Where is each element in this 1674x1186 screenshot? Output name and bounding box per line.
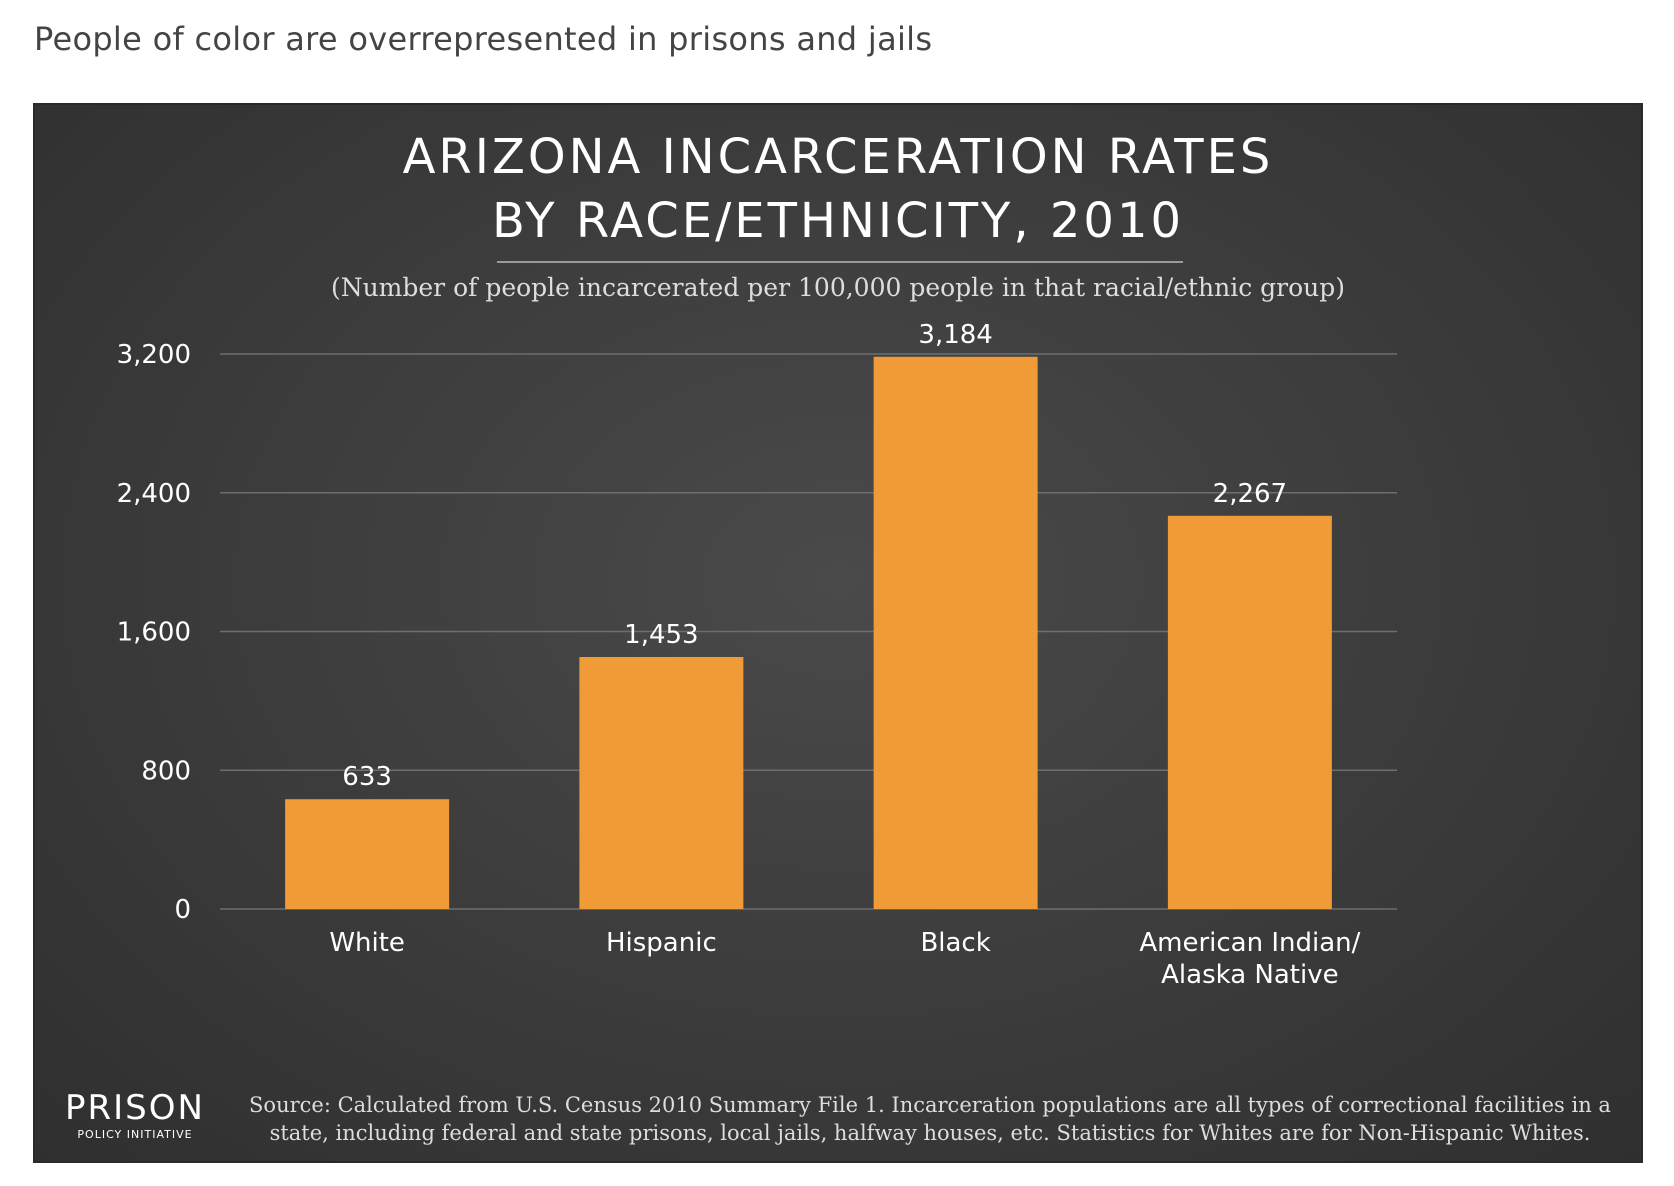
chart-title-line-2: BY RACE/ETHNICITY, 2010 bbox=[491, 193, 1185, 249]
category-labels: White Hispanic Black American Indian/Alaska… bbox=[329, 928, 1360, 990]
bar-value-label: 633 bbox=[342, 762, 392, 792]
bar-chart: 0 800 1,600 2,400 3,200 633 1,453 3,184 2,267 W… bbox=[117, 320, 1397, 990]
logo-wordmark: PRISON bbox=[65, 1088, 205, 1128]
title-divider bbox=[497, 261, 1183, 263]
bar-value-label: 1,453 bbox=[624, 620, 698, 650]
category-label: American Indian/ bbox=[1139, 928, 1360, 958]
logo-subtitle: POLICY INITIATIVE bbox=[77, 1128, 193, 1141]
bar bbox=[1167, 515, 1332, 909]
y-axis-ticks: 0 800 1,600 2,400 3,200 bbox=[117, 340, 191, 925]
bar-value-label: 2,267 bbox=[1213, 479, 1287, 509]
category-label: White bbox=[329, 928, 405, 958]
category-label: Black bbox=[920, 928, 990, 958]
prison-policy-initiative-logo: PRISON POLICY INITIATIVE bbox=[55, 1090, 215, 1141]
bar-value-label: 3,184 bbox=[918, 320, 992, 350]
y-tick-label: 800 bbox=[141, 756, 191, 786]
chart-panel: ARIZONA INCARCERATION RATES BY RACE/ETHN… bbox=[33, 103, 1643, 1163]
source-note: Source: Calculated from U.S. Census 2010… bbox=[249, 1093, 1611, 1145]
value-labels: 633 1,453 3,184 2,267 bbox=[342, 320, 1287, 792]
y-tick-label: 3,200 bbox=[117, 340, 191, 370]
bar bbox=[579, 656, 744, 909]
category-label: Hispanic bbox=[606, 928, 717, 958]
bar bbox=[873, 356, 1038, 909]
chart-title-line-1: ARIZONA INCARCERATION RATES bbox=[402, 129, 1274, 185]
bars bbox=[285, 356, 1332, 909]
bar bbox=[285, 799, 450, 909]
y-tick-label: 1,600 bbox=[117, 618, 191, 648]
chart-subtitle: (Number of people incarcerated per 100,0… bbox=[330, 273, 1346, 302]
y-tick-label: 2,400 bbox=[117, 479, 191, 509]
page-heading: People of color are overrepresented in p… bbox=[34, 20, 933, 58]
category-label: Alaska Native bbox=[1161, 960, 1338, 990]
y-tick-label: 0 bbox=[174, 895, 191, 925]
